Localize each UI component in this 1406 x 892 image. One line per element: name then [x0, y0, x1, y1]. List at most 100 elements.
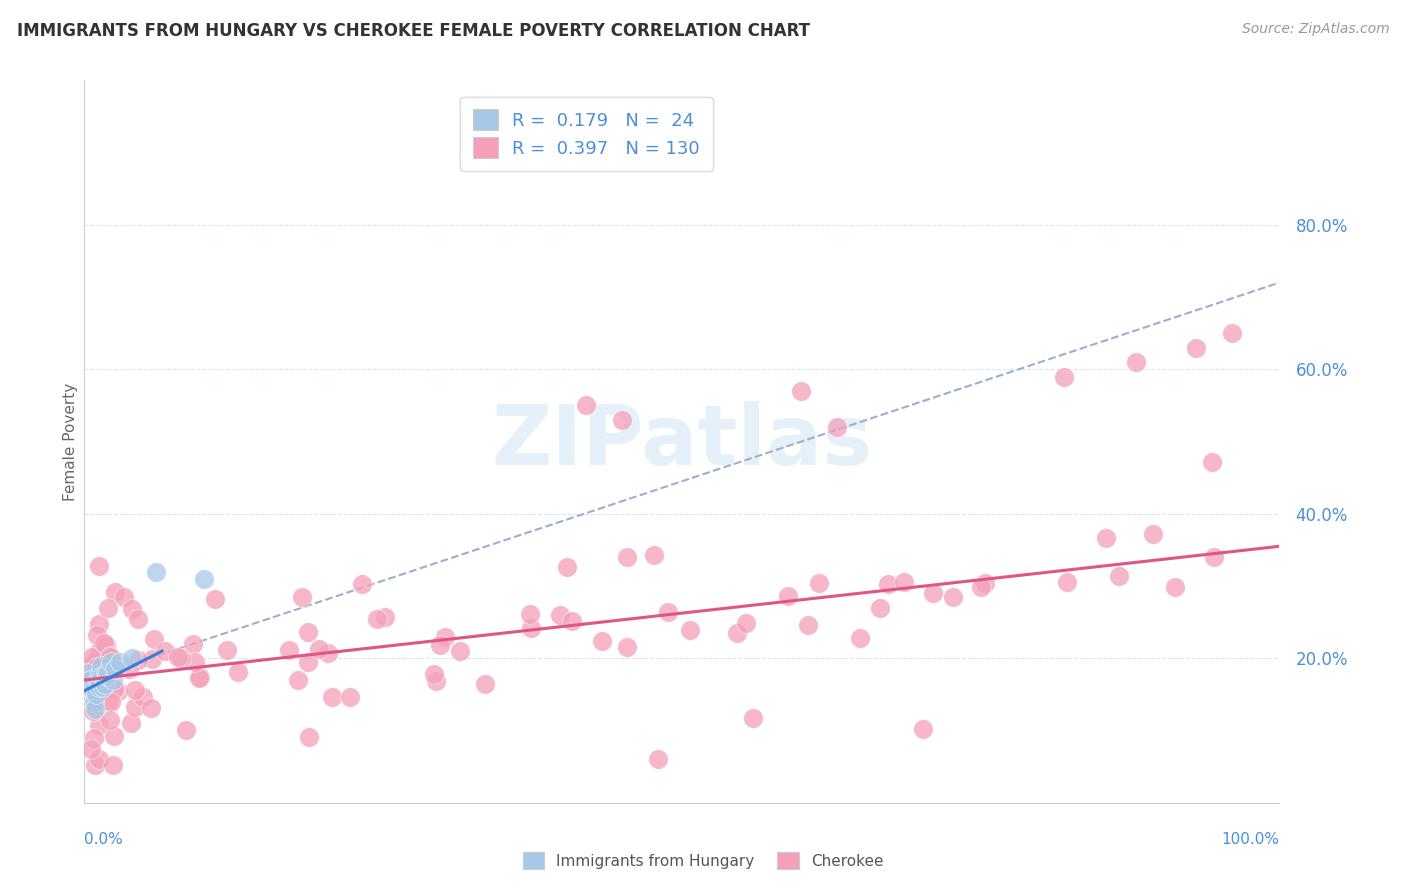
Point [94, 665, 117, 680]
Point [561, 614, 583, 628]
Point [318, 646, 340, 660]
Point [103, 757, 125, 772]
Point [374, 609, 396, 624]
Point [120, 715, 142, 730]
Point [90, 658, 112, 673]
Point [425, 673, 447, 688]
Point [742, 711, 765, 725]
Point [423, 667, 446, 681]
Point [169, 651, 191, 665]
Point [77, 665, 100, 680]
Point [167, 650, 190, 665]
Point [86, 659, 108, 673]
Point [91, 640, 114, 655]
Point [84, 670, 107, 684]
Point [87, 752, 110, 766]
Point [827, 420, 849, 434]
Legend: R =  0.179   N =  24, R =  0.397   N = 130: R = 0.179 N = 24, R = 0.397 N = 130 [460, 96, 713, 170]
Point [141, 651, 163, 665]
Point [97, 694, 120, 708]
Point [291, 590, 314, 604]
Point [277, 643, 299, 657]
Point [84, 653, 107, 667]
Point [89, 665, 111, 680]
Point [188, 671, 211, 685]
Point [107, 683, 129, 698]
Point [104, 662, 127, 676]
Point [519, 607, 541, 621]
Point [321, 690, 343, 705]
Point [82, 683, 104, 698]
Point [96, 669, 118, 683]
Point [429, 638, 451, 652]
Point [778, 589, 800, 603]
Text: Source: ZipAtlas.com: Source: ZipAtlas.com [1241, 22, 1389, 37]
Point [121, 602, 143, 616]
Point [911, 722, 934, 736]
Point [153, 644, 176, 658]
Point [893, 575, 915, 590]
Point [1220, 326, 1243, 340]
Point [591, 633, 613, 648]
Point [127, 612, 149, 626]
Point [869, 601, 891, 615]
Point [308, 641, 330, 656]
Point [84, 702, 107, 716]
Point [87, 680, 110, 694]
Point [145, 565, 167, 579]
Point [79, 673, 101, 687]
Point [174, 723, 197, 738]
Point [104, 584, 127, 599]
Point [647, 752, 669, 766]
Point [86, 628, 108, 642]
Point [84, 757, 107, 772]
Point [97, 665, 120, 680]
Point [100, 694, 122, 708]
Point [1053, 369, 1076, 384]
Point [127, 653, 149, 667]
Point [616, 550, 638, 565]
Point [103, 729, 125, 743]
Point [1164, 580, 1187, 594]
Point [84, 673, 107, 687]
Point [91, 669, 114, 683]
Point [969, 580, 991, 594]
Point [433, 630, 456, 644]
Point [87, 643, 110, 657]
Point [131, 690, 153, 705]
Text: IMMIGRANTS FROM HUNGARY VS CHEROKEE FEMALE POVERTY CORRELATION CHART: IMMIGRANTS FROM HUNGARY VS CHEROKEE FEMA… [17, 22, 810, 40]
Point [942, 590, 965, 604]
Point [89, 617, 111, 632]
Point [101, 673, 124, 687]
Point [807, 576, 830, 591]
Point [86, 687, 108, 701]
Point [797, 618, 820, 632]
Point [449, 644, 471, 658]
Point [87, 718, 110, 732]
Text: 100.0%: 100.0% [1222, 831, 1279, 847]
Point [141, 701, 163, 715]
Point [215, 643, 238, 657]
Point [1125, 355, 1147, 369]
Point [287, 673, 309, 687]
Point [98, 649, 121, 664]
Point [1201, 455, 1223, 469]
Point [1142, 526, 1164, 541]
Point [86, 673, 108, 687]
Point [84, 690, 107, 705]
Point [297, 655, 319, 669]
Point [104, 681, 127, 696]
Point [82, 656, 104, 670]
Point [96, 600, 118, 615]
Point [86, 688, 108, 702]
Point [143, 632, 166, 647]
Point [124, 700, 146, 714]
Point [1095, 531, 1118, 545]
Point [974, 576, 997, 591]
Point [616, 640, 638, 655]
Point [1108, 569, 1130, 583]
Point [83, 731, 105, 745]
Point [83, 695, 105, 709]
Point [366, 612, 388, 626]
Point [188, 669, 211, 683]
